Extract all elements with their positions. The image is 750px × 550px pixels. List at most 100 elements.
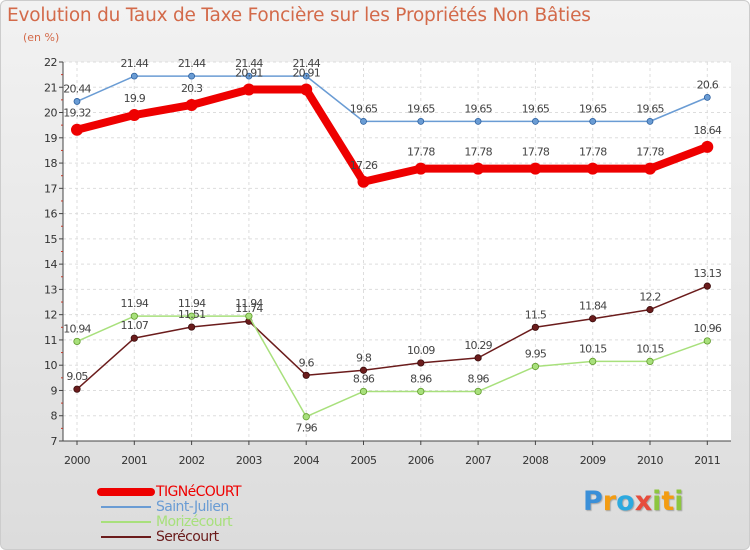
data-label-serecourt: 11.74 — [235, 302, 263, 315]
x-tick-label: 2002 — [179, 454, 205, 467]
data-label-serecourt: 11.51 — [178, 308, 206, 321]
data-label-tignecourt: 19.32 — [63, 107, 91, 120]
data-point-serecourt — [417, 359, 425, 367]
data-point-saint-julien — [245, 72, 253, 80]
y-tick-label: 21 — [44, 81, 57, 94]
data-point-tignecourt — [357, 175, 370, 188]
y-tick-label: 7 — [51, 435, 58, 448]
data-point-serecourt — [646, 306, 654, 314]
data-point-saint-julien — [703, 93, 711, 101]
series-line-saint-julien — [76, 75, 709, 123]
logo-letter: i — [652, 486, 662, 517]
data-label-saint-julien: 21.44 — [292, 57, 320, 70]
data-label-tignecourt: 20.3 — [181, 82, 203, 95]
y-tick-label: 17 — [44, 182, 57, 195]
y-tick-label: 19 — [44, 132, 57, 145]
data-point-tignecourt — [644, 162, 656, 175]
data-label-tignecourt: 17.78 — [579, 146, 607, 159]
data-point-morizecourt — [188, 312, 196, 320]
legend-label-morizecourt: Morizécourt — [156, 514, 233, 530]
data-label-saint-julien: 19.65 — [636, 102, 664, 115]
data-label-serecourt: 11.5 — [525, 308, 547, 321]
logo-letter: o — [616, 486, 635, 517]
data-point-serecourt — [531, 323, 540, 331]
y-tick-label: 12 — [44, 309, 57, 322]
x-tick-label: 2008 — [522, 454, 548, 467]
data-label-tignecourt: 17.78 — [636, 146, 664, 159]
legend-label-saint-julien: Saint-Julien — [156, 499, 229, 515]
data-label-serecourt: 11.07 — [121, 319, 149, 332]
data-point-morizecourt — [703, 337, 711, 345]
legend-item-tignecourt: TIGNéCOURT — [97, 485, 351, 500]
data-point-saint-julien — [474, 117, 482, 125]
logo-letter: r — [602, 486, 617, 517]
chart-title: Evolution du Taux de Taxe Foncière sur l… — [7, 5, 591, 26]
data-label-tignecourt: 17.78 — [407, 146, 435, 159]
data-point-morizecourt — [359, 387, 368, 396]
x-tick-label: 2009 — [580, 454, 606, 467]
data-label-saint-julien: 20.44 — [63, 82, 91, 95]
data-label-tignecourt: 17.78 — [464, 146, 492, 159]
data-point-saint-julien — [360, 117, 367, 125]
data-label-saint-julien: 20.6 — [697, 78, 719, 91]
data-point-morizecourt — [474, 387, 482, 396]
data-point-morizecourt — [417, 387, 425, 396]
data-label-morizecourt: 10.15 — [636, 342, 664, 355]
x-tick-label: 2001 — [121, 454, 147, 467]
data-label-morizecourt: 11.94 — [235, 297, 263, 310]
data-label-saint-julien: 19.65 — [407, 102, 435, 115]
x-tick-label: 2011 — [694, 454, 720, 467]
proxiti-logo: Proxiti — [583, 486, 684, 517]
data-label-saint-julien: 19.65 — [350, 102, 378, 115]
data-point-saint-julien — [646, 117, 654, 125]
data-label-saint-julien: 19.65 — [522, 102, 550, 115]
data-point-serecourt — [302, 371, 310, 379]
y-tick-label: 18 — [44, 157, 57, 170]
y-tick-label: 13 — [44, 283, 57, 296]
y-tick-label: 8 — [51, 410, 58, 423]
legend-item-morizecourt: Morizécourt — [101, 515, 351, 530]
data-label-morizecourt: 10.94 — [63, 322, 91, 335]
data-label-saint-julien: 21.44 — [121, 57, 149, 70]
data-point-serecourt — [359, 366, 368, 374]
y-tick-label: 14 — [44, 258, 57, 271]
legend-label-serecourt: Serécourt — [156, 529, 219, 545]
data-label-morizecourt: 9.95 — [525, 347, 547, 360]
legend-swatch-tignecourt — [97, 488, 155, 496]
data-label-tignecourt: 18.64 — [694, 124, 722, 137]
data-label-saint-julien: 21.44 — [235, 57, 263, 70]
plot-area — [63, 62, 731, 441]
data-label-serecourt: 13.13 — [694, 267, 722, 280]
legend-swatch-morizecourt — [101, 521, 151, 523]
data-label-tignecourt: 19.9 — [124, 92, 146, 105]
data-point-saint-julien — [188, 72, 196, 80]
data-point-tignecourt — [472, 162, 485, 175]
x-tick-label: 2006 — [408, 454, 434, 467]
logo-letter: P — [583, 486, 603, 517]
data-point-tignecourt — [71, 123, 83, 136]
data-label-morizecourt: 10.15 — [579, 342, 607, 355]
data-point-morizecourt — [302, 413, 310, 421]
data-label-serecourt: 10.09 — [407, 344, 435, 357]
x-tick-label: 2007 — [465, 454, 491, 467]
data-label-morizecourt: 10.96 — [694, 322, 722, 335]
data-point-tignecourt — [586, 162, 599, 175]
x-tick-label: 2005 — [351, 454, 377, 467]
y-tick-label: 9 — [51, 384, 58, 397]
data-label-saint-julien: 21.44 — [178, 57, 206, 70]
legend-item-serecourt: Serécourt — [101, 530, 351, 545]
data-point-serecourt — [130, 334, 138, 342]
data-label-serecourt: 12.2 — [639, 291, 660, 304]
x-tick-label: 2004 — [293, 454, 319, 467]
data-label-serecourt: 9.8 — [356, 351, 372, 364]
y-tick-label: 22 — [44, 56, 57, 69]
data-label-serecourt: 11.84 — [579, 300, 607, 313]
data-label-tignecourt: 17.26 — [350, 159, 378, 172]
data-point-morizecourt — [646, 357, 654, 366]
data-point-morizecourt — [73, 337, 81, 346]
data-point-serecourt — [188, 323, 196, 331]
data-point-tignecourt — [128, 109, 141, 122]
data-point-saint-julien — [302, 72, 310, 80]
logo-letter: x — [634, 486, 653, 517]
y-tick-label: 16 — [44, 208, 57, 221]
